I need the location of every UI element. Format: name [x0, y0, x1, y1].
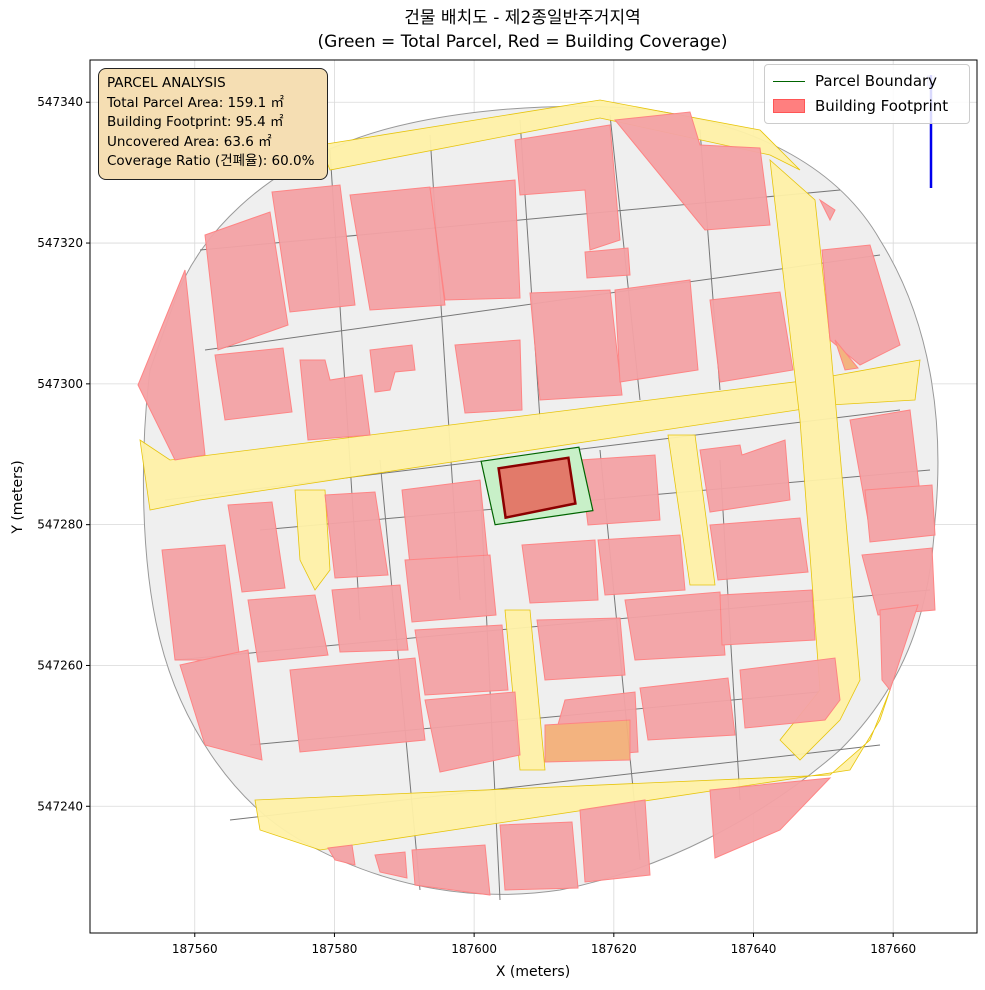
map-layers: N — [137, 74, 939, 901]
info-footprint: Building Footprint: 95.4 ㎡ — [107, 114, 284, 130]
context-buildings — [137, 111, 936, 896]
y-tick-label: 547300 — [37, 377, 83, 391]
y-tick-label: 547340 — [37, 95, 83, 109]
x-tick-label: 187580 — [312, 942, 358, 956]
info-coverage: Coverage Ratio (건폐율): 60.0% — [107, 153, 315, 169]
x-axis-label: X (meters) — [496, 964, 570, 980]
y-tick-label: 547280 — [37, 518, 83, 532]
legend-patch-swatch — [773, 99, 805, 113]
y-tick-label: 547320 — [37, 236, 83, 250]
info-uncovered: Uncovered Area: 63.6 ㎡ — [107, 133, 272, 150]
y-axis-ticks: 547240 547260 547280 547300 547320 547340 — [37, 95, 90, 813]
plot-frame — [89, 59, 978, 934]
x-axis-ticks: 187560 187580 187600 187620 187640 187660 — [172, 933, 916, 956]
legend-item-building: Building Footprint — [773, 95, 948, 117]
x-tick-label: 187620 — [591, 942, 637, 956]
chart-title: 건물 배치도 - 제2종일반주거지역 (Green = Total Parcel… — [0, 6, 985, 54]
x-tick-label: 187560 — [172, 942, 218, 956]
parcel-analysis-box: PARCEL ANALYSIS Total Parcel Area: 159.1… — [98, 68, 328, 180]
legend: Parcel Boundary Building Footprint — [764, 64, 970, 124]
legend-line-swatch — [773, 80, 805, 82]
y-tick-label: 547260 — [37, 658, 83, 672]
chart-title-line2: (Green = Total Parcel, Red = Building Co… — [317, 32, 728, 52]
x-tick-label: 187660 — [870, 942, 916, 956]
y-axis-label: Y (meters) — [10, 460, 26, 534]
chart-title-line1: 건물 배치도 - 제2종일반주거지역 — [404, 8, 641, 28]
x-tick-label: 187600 — [451, 942, 497, 956]
legend-parcel-label: Parcel Boundary — [815, 72, 938, 90]
building-footprint — [497, 456, 577, 520]
roads — [139, 99, 921, 851]
x-tick-label: 187640 — [731, 942, 777, 956]
legend-building-label: Building Footprint — [815, 97, 949, 115]
info-total-area: Total Parcel Area: 159.1 ㎡ — [107, 94, 284, 111]
y-tick-label: 547240 — [37, 799, 83, 813]
info-heading: PARCEL ANALYSIS — [107, 75, 226, 91]
legend-item-parcel: Parcel Boundary — [773, 70, 937, 92]
